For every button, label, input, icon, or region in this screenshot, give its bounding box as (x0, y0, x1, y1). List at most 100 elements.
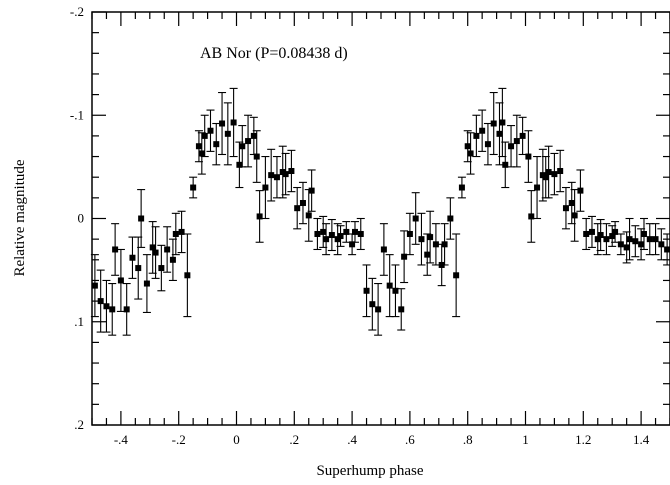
data-point (542, 174, 549, 181)
y-tick-label: -.2 (70, 4, 84, 19)
data-point (646, 236, 653, 243)
data-point (219, 120, 226, 127)
data-point (375, 306, 382, 313)
data-point (617, 241, 624, 248)
data-point (484, 141, 491, 148)
data-point (458, 184, 465, 191)
data-point (250, 132, 257, 139)
data-point (467, 150, 474, 157)
data-point (499, 119, 506, 126)
data-point (239, 143, 246, 150)
data-point (658, 241, 665, 248)
y-tick-label: .1 (74, 314, 84, 329)
error-bars (90, 87, 670, 336)
data-point (268, 172, 275, 179)
data-point (349, 241, 356, 248)
data-point (207, 127, 214, 134)
data-point (117, 277, 124, 284)
data-point (224, 130, 231, 137)
data-point (158, 265, 165, 272)
data-point (490, 120, 497, 127)
data-point (363, 287, 370, 294)
data-point (664, 246, 670, 253)
chart-title: AB Nor (P=0.08438 d) (200, 45, 348, 62)
data-point (273, 174, 280, 181)
data-point (164, 246, 171, 253)
data-point (568, 200, 575, 207)
data-point (343, 228, 350, 235)
data-point (571, 212, 578, 219)
data-point (149, 244, 156, 251)
data-point (632, 238, 639, 245)
data-point (545, 169, 552, 176)
data-point (109, 306, 116, 313)
data-point (562, 205, 569, 212)
data-point (380, 246, 387, 253)
data-point (213, 141, 220, 148)
data-point (557, 168, 564, 175)
data-point (152, 249, 159, 256)
data-point (398, 306, 405, 313)
data-point (609, 233, 616, 240)
data-point (438, 261, 445, 268)
data-point (513, 138, 520, 145)
data-point (314, 230, 321, 237)
data-point (528, 213, 535, 220)
data-point (496, 130, 503, 137)
data-point (97, 298, 104, 305)
data-point (299, 200, 306, 207)
x-tick-label: 1 (522, 432, 529, 447)
x-ticks (91, 12, 670, 425)
data-point (253, 153, 260, 160)
x-tick-label: -.4 (114, 432, 129, 447)
data-point (337, 233, 344, 240)
data-point (112, 246, 119, 253)
x-axis-title: Superhump phase (316, 463, 423, 479)
data-point (178, 228, 185, 235)
data-point (551, 171, 558, 178)
data-point (123, 306, 130, 313)
data-point (401, 253, 408, 260)
data-point (623, 244, 630, 251)
data-point (525, 153, 532, 160)
data-point (412, 215, 419, 222)
y-tick-label: 0 (78, 211, 85, 226)
x-tick-label: 1.2 (575, 432, 591, 447)
data-point (245, 138, 252, 145)
data-point (195, 143, 202, 150)
data-point (392, 287, 399, 294)
data-point (198, 150, 205, 157)
y-tick-labels: -.2 -.1 0 .1 .2 (70, 4, 84, 432)
data-point (190, 184, 197, 191)
x-tick-label: .2 (289, 432, 299, 447)
data-point (473, 132, 480, 139)
data-point (143, 280, 150, 287)
data-point (288, 168, 295, 175)
data-point (184, 272, 191, 279)
data-point (230, 119, 237, 126)
data-point (135, 265, 142, 272)
markers (91, 119, 670, 313)
data-point (357, 230, 364, 237)
data-point (640, 230, 647, 237)
data-point (652, 236, 659, 243)
data-point (427, 234, 434, 241)
data-point (308, 187, 315, 194)
x-tick-label: .6 (405, 432, 415, 447)
x-tick-label: .4 (347, 432, 357, 447)
y-ticks (92, 11, 670, 426)
data-point (534, 184, 541, 191)
data-point (294, 205, 301, 212)
x-tick-label: -.2 (172, 432, 186, 447)
data-point (453, 272, 460, 279)
data-point (447, 215, 454, 222)
data-point (583, 230, 590, 237)
data-point (638, 241, 645, 248)
data-point (588, 228, 595, 235)
data-point (129, 254, 136, 261)
y-tick-label: .2 (74, 417, 84, 432)
data-point (91, 282, 98, 289)
data-point (424, 251, 431, 258)
data-point (334, 236, 341, 243)
